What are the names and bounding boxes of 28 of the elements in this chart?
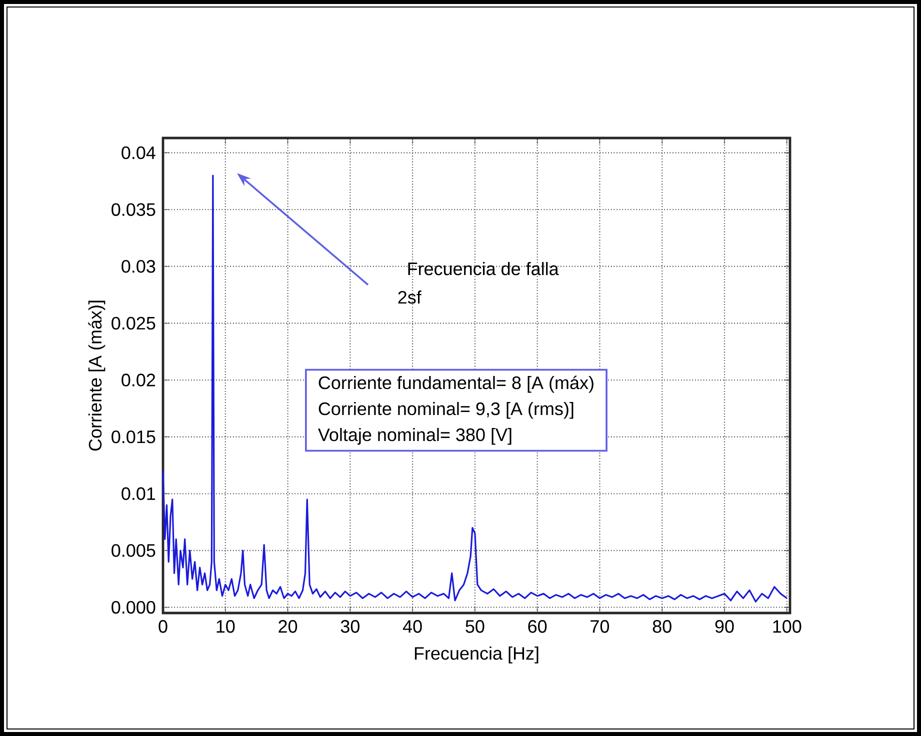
- y-tick-label: 0.035: [112, 203, 156, 216]
- x-tick-label: 10: [216, 620, 235, 633]
- annotation: Frecuencia de falla: [408, 262, 559, 276]
- x-tick-label: 60: [528, 620, 547, 633]
- y-tick-label: 0.04: [122, 146, 156, 160]
- x-axis-title: Frecuencia [Hz]: [414, 646, 538, 664]
- y-tick-label: 0.015: [112, 430, 156, 444]
- y-tick-label: 0.000: [112, 600, 156, 614]
- x-tick-label: 0: [158, 620, 168, 633]
- x-tick-label: 80: [652, 620, 672, 633]
- x-tick-label: 40: [402, 620, 422, 633]
- x-tick-label: 70: [590, 620, 610, 633]
- annotation: 2sf: [398, 290, 422, 304]
- x-tick-label: 90: [715, 620, 734, 633]
- y-tick-label: 0.02: [122, 374, 156, 386]
- annotation: Corriente nominal= 9,3 [A (rms)]: [318, 402, 574, 419]
- y-tick-label: 0.005: [112, 544, 156, 557]
- line-series: [162, 174, 788, 602]
- y-axis-title: Corriente [A (máx)]: [88, 300, 106, 451]
- y-tick-label: 0.03: [122, 260, 156, 273]
- y-tick-label: 0.01: [122, 487, 156, 500]
- x-tick-label: 100: [773, 620, 802, 633]
- y-tick-label: 0.025: [112, 316, 156, 330]
- annotation: Voltaje nominal= 380 [V]: [318, 428, 512, 445]
- annotation: Corriente fundamental= 8 [A (máx): [318, 376, 594, 393]
- x-tick-label: 30: [340, 620, 360, 633]
- x-tick-label: 20: [278, 620, 298, 633]
- x-tick-label: 50: [466, 620, 484, 633]
